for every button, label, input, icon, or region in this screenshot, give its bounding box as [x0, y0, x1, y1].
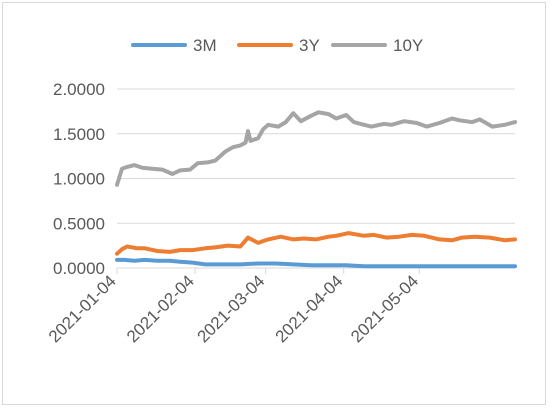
y-tick-label: 0.0000	[53, 259, 105, 278]
legend-label-10y: 10Y	[393, 36, 423, 55]
series-line-10y	[115, 110, 517, 187]
x-tick-label: 2021-05-04	[347, 271, 422, 346]
line-chart: 3M 3Y 10Y 0.0000 0.5000 1.0000 1.5000 2.0000…	[45, 36, 517, 346]
legend-item-10y: 10Y	[331, 36, 423, 55]
legend-label-3y: 3Y	[299, 36, 320, 55]
y-tick-label: 0.5000	[53, 214, 105, 233]
x-tick-label: 2021-03-04	[194, 271, 269, 346]
series-line-3y	[115, 231, 517, 256]
legend-item-3m: 3M	[131, 36, 217, 55]
series-lines	[115, 110, 517, 269]
y-tick-label: 1.0000	[53, 170, 105, 189]
legend-item-3y: 3Y	[237, 36, 320, 55]
x-tick-label: 2021-01-04	[45, 271, 120, 346]
legend: 3M 3Y 10Y	[131, 36, 423, 55]
x-tick-label: 2021-02-04	[123, 271, 198, 346]
chart-frame: 3M 3Y 10Y 0.0000 0.5000 1.0000 1.5000 2.0000…	[2, 2, 546, 405]
y-tick-label: 2.0000	[53, 80, 105, 99]
x-tick-label: 2021-04-04	[272, 271, 347, 346]
y-axis: 0.0000 0.5000 1.0000 1.5000 2.0000	[53, 80, 105, 278]
legend-label-3m: 3M	[193, 36, 217, 55]
gridlines	[117, 88, 515, 224]
series-line-3m	[115, 257, 517, 269]
y-tick-label: 1.5000	[53, 125, 105, 144]
